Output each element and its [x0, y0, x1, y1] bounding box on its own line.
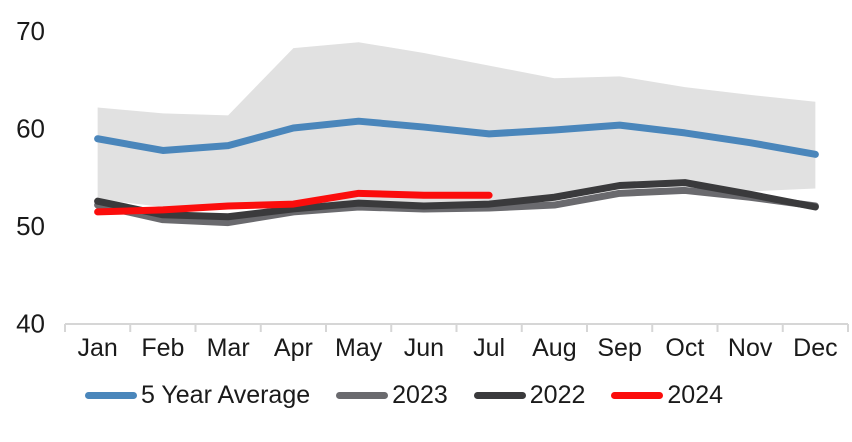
y-tick-label: 50: [16, 211, 45, 241]
legend-item-2024: 2024: [611, 383, 723, 408]
y-tick-label: 70: [16, 16, 45, 46]
legend-label: 5 Year Average: [141, 381, 311, 409]
y-tick-label: 40: [16, 309, 45, 339]
series-lines: [94, 117, 819, 227]
x-tick-label: Jan: [77, 334, 117, 362]
legend-line-swatch-gray: [336, 392, 389, 399]
x-tick-label: Mar: [207, 334, 250, 362]
x-tick-label: Sep: [597, 334, 641, 362]
legend-line-swatch-dark: [473, 392, 526, 399]
range-band: [97, 42, 816, 208]
legend-label: 2024: [667, 381, 724, 409]
legend-item-2022: 2022: [473, 381, 586, 409]
legend-line-swatch-red: [611, 392, 664, 399]
x-tick-label: Nov: [728, 334, 773, 362]
x-tick-label: Feb: [141, 334, 184, 362]
series-line-2024: [94, 189, 493, 216]
x-tick-label: Dec: [793, 334, 837, 362]
series-line-2022: [94, 179, 819, 221]
legend-label: 2023: [392, 381, 448, 409]
legend-item-2023: 2023: [336, 383, 448, 408]
x-tick-label: Aug: [532, 334, 576, 362]
legend: 5 Year Average 2023 2022 2024: [85, 383, 723, 408]
legend-line-swatch-blue: [85, 392, 137, 399]
series-line-5-year-average: [94, 117, 819, 158]
y-axis-labels: 40 50 60 70: [16, 16, 45, 339]
x-tick-label: Jul: [473, 334, 505, 362]
x-tick-label: Jun: [404, 334, 444, 362]
range-band-polygon: [97, 42, 816, 208]
x-tick-label: Oct: [665, 334, 704, 362]
y-tick-label: 60: [16, 114, 45, 144]
legend-item-5-year-average: 5 Year Average: [85, 383, 310, 408]
x-axis: [64, 323, 849, 332]
x-tick-label: Apr: [274, 334, 313, 362]
x-tick-label: May: [335, 334, 383, 362]
x-axis-labels: Jan Feb Mar Apr May Jun Jul Aug Sep Oct Nov Dec: [77, 334, 837, 362]
legend-label: 2022: [529, 381, 586, 409]
